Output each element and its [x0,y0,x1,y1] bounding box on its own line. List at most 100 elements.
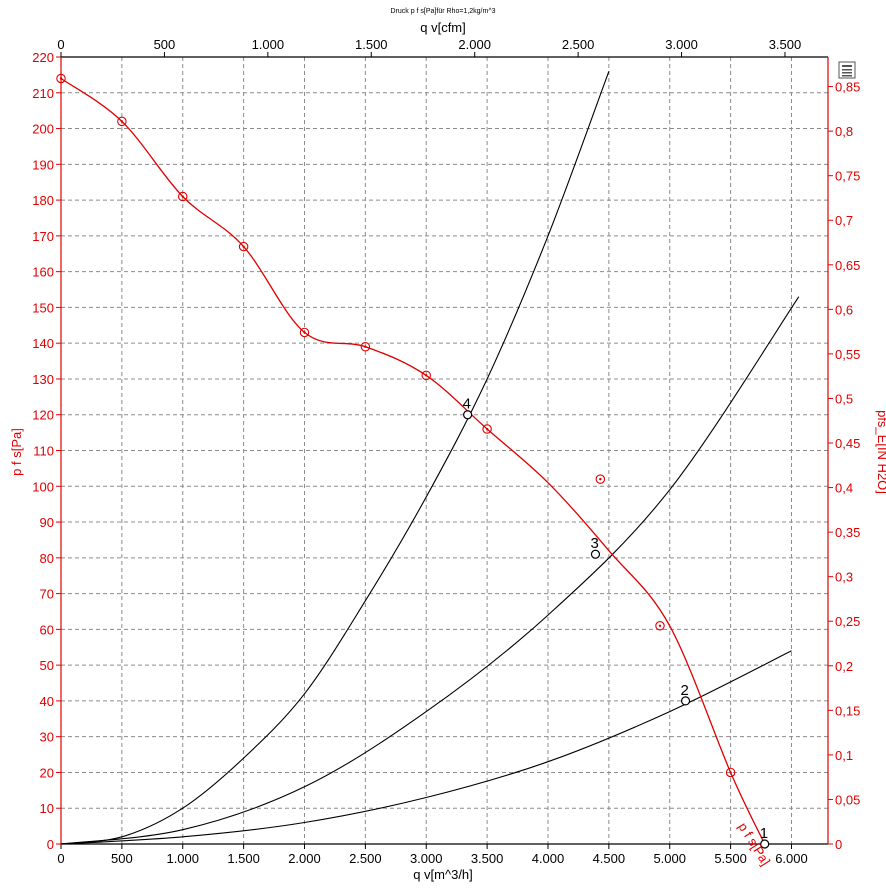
fan-curve [56,73,766,845]
fan-curve-marker [482,424,492,434]
x-tick-label: 6.000 [775,851,808,866]
y2-tick-label: 0,55 [835,347,860,362]
y2-tick-label: 0,6 [835,302,853,317]
x2-tick-label: 1.500 [355,37,388,52]
x-tick-label: 500 [111,851,133,866]
x2-tick-label: 3.500 [769,37,802,52]
x-tick-label: 3.000 [410,851,443,866]
y-tick-label: 90 [40,515,54,530]
y2-tick-label: 0,1 [835,748,853,763]
y2-tick-label: 0,15 [835,703,860,718]
y2-tick-label: 0,8 [835,124,853,139]
y-tick-label: 50 [40,658,54,673]
x-tick-label: 1.500 [227,851,260,866]
y-tick-label: 120 [32,408,54,423]
y-tick-label: 140 [32,336,54,351]
x-tick-label: 4.500 [593,851,626,866]
fan-curve-marker-dot [120,120,124,123]
fan-curve-marker [238,241,249,252]
y2-tick-label: 0,3 [835,570,853,585]
y-tick-label: 200 [32,122,54,137]
system-curve-3 [60,650,792,845]
x2-tick-label: 500 [154,37,176,52]
left-axis-title: p f s[Pa] [9,428,24,476]
y2-tick-label: 0,75 [835,169,860,184]
y2-tick-label: 0,25 [835,614,860,629]
top-axis-title: q v[cfm] [420,20,466,35]
x-tick-label: 0 [57,851,64,866]
fan-curve-marker [421,370,431,381]
operating-point [463,410,473,420]
y2-tick-label: 0,05 [835,792,860,807]
y-tick-label: 220 [32,50,54,65]
fan-curve-marker [595,474,606,484]
x2-tick-label: 3.000 [665,37,698,52]
x-tick-label: 5.000 [653,851,686,866]
y2-tick-label: 0,45 [835,436,860,451]
tick-labels: 0 500 1.000 1.500 2.000 2.500 3.000 3.500 4.000 4… [32,37,860,866]
fan-curve-marker [177,191,188,202]
operating-point [590,549,601,559]
fan-curve-marker [117,116,127,127]
system-curve-2 [60,296,800,845]
chart-title: Druck p f s[Pa]für Rho=1,2kg/m^3 [390,8,495,15]
x2-tick-label: 0 [57,37,64,52]
y-tick-label: 160 [32,265,54,280]
x2-tick-label: 2.000 [458,37,491,52]
y-tick-label: 10 [40,801,54,816]
fan-curve-marker [56,73,66,84]
y2-tick-label: 0,2 [835,659,853,674]
y-tick-label: 0 [47,837,54,852]
x-tick-label: 2.000 [288,851,321,866]
fan-curve-marker-dot [242,245,245,248]
x-tick-label: 5.500 [714,851,747,866]
y2-tick-label: 0,5 [835,391,853,406]
y-tick-label: 20 [40,765,54,780]
x2-tick-label: 1.000 [252,37,285,52]
y-tick-label: 190 [32,157,54,172]
x-tick-label: 1.000 [166,851,199,866]
x-tick-label: 2.500 [349,851,382,866]
system-curve-1 [60,71,610,845]
bottom-axis-title: q v[m^3/h] [413,867,473,882]
y-tick-label: 100 [32,479,54,494]
fan-curve-marker-dot [658,624,662,627]
fan-curve-marker-dot [599,477,602,481]
y-tick-label: 70 [40,587,54,602]
y-tick-label: 80 [40,551,54,566]
operating-point [680,696,691,706]
operating-points: 1 2 3 4 [463,396,770,849]
right-axis-title: pfs_E[IN H2O] [875,410,886,494]
y-tick-label: 60 [40,622,54,637]
operating-point-label: 4 [463,396,471,413]
y2-tick-label: 0,65 [835,258,860,273]
operating-point-label: 2 [681,682,689,699]
fan-curve-marker [360,342,371,352]
fan-curve-marker-dot [425,374,428,377]
y-tick-label: 130 [32,372,54,387]
y-tick-label: 40 [40,694,54,709]
y2-tick-label: 0 [835,837,842,852]
y2-tick-label: 0,4 [835,481,853,496]
y2-tick-label: 0,7 [835,213,853,228]
operating-point [760,839,770,849]
x-tick-label: 4.000 [532,851,565,866]
y-tick-label: 180 [32,193,54,208]
axes [56,52,833,849]
operating-point-label: 1 [760,825,768,842]
system-curves [60,71,800,845]
y-tick-label: 150 [32,300,54,315]
y-tick-label: 210 [32,86,54,101]
y2-tick-label: 0,85 [835,80,860,95]
y-tick-label: 110 [33,444,54,459]
operating-point-label: 3 [590,535,598,552]
fan-curve-marker [299,327,310,338]
fan-curve-line [60,77,766,845]
fan-curve-marker-dot [59,77,63,80]
y-tick-label: 30 [40,730,54,745]
fan-curve-marker-dot [181,195,184,198]
fan-curve-marker-dot [729,771,732,774]
y2-tick-label: 0,35 [835,525,860,540]
export-icon[interactable] [838,61,856,79]
